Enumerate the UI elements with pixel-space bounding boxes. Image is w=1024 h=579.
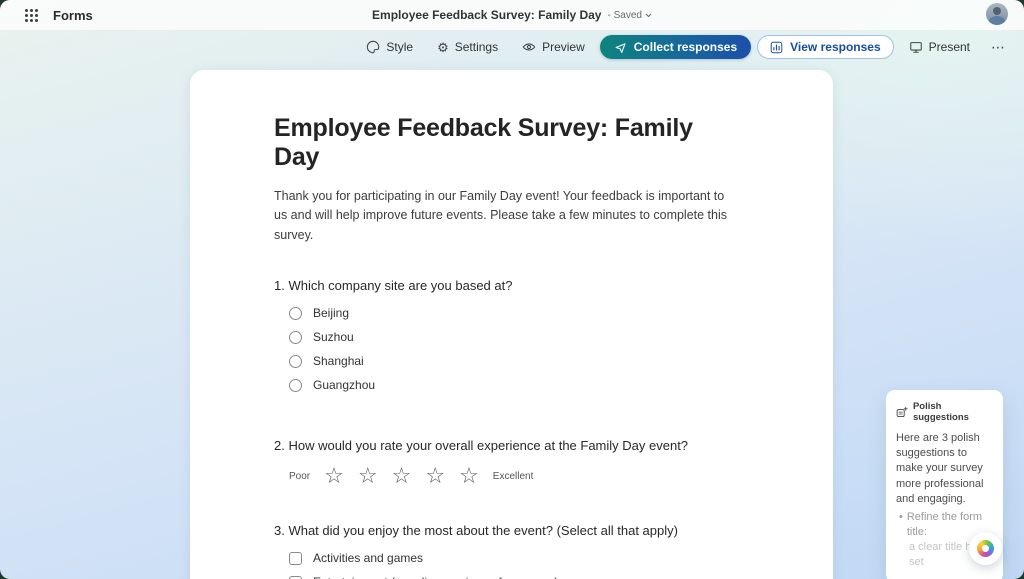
document-title-bar: Employee Feedback Survey: Family Day - S… <box>0 0 1024 30</box>
polish-suggestion-item: • Refine the form title: <box>896 510 993 540</box>
rating-high-label: Excellent <box>492 470 534 482</box>
radio-icon <box>289 330 302 344</box>
copilot-icon <box>977 540 994 557</box>
radio-icon <box>289 306 302 320</box>
polish-icon <box>896 406 908 417</box>
radio-icon <box>289 378 302 392</box>
copilot-button[interactable] <box>969 532 1002 565</box>
gear-icon: ⚙ <box>437 39 449 55</box>
view-responses-button[interactable]: View responses <box>757 35 894 59</box>
form-canvas: Employee Feedback Survey: Family Day Tha… <box>190 70 833 579</box>
radio-option[interactable]: Guangzhou <box>289 378 743 392</box>
more-options-button[interactable]: ⋯ <box>991 38 1006 55</box>
question-3[interactable]: 3. What did you enjoy the most about the… <box>274 523 743 579</box>
option-label: Shanghai <box>313 354 364 369</box>
polish-suggestions-title: Polish suggestions <box>912 401 969 423</box>
save-status-label: - Saved <box>607 9 642 21</box>
preview-button[interactable]: Preview <box>513 36 594 58</box>
question-2-label: 2. How would you rate your overall exper… <box>274 438 689 454</box>
option-label: Activities and games <box>313 551 424 566</box>
toolbar: Style ⚙ Settings Preview Collect respons… <box>357 34 1012 60</box>
app-launcher-waffle-icon[interactable] <box>25 8 38 22</box>
question-1[interactable]: 1. Which company site are you based at? … <box>274 278 743 392</box>
form-title[interactable]: Employee Feedback Survey: Family Day <box>274 114 693 171</box>
view-responses-label: View responses <box>790 40 881 54</box>
polish-suggestions-header: Polish suggestions <box>896 401 993 423</box>
question-1-label: 1. Which company site are you based at? <box>274 278 513 294</box>
star-icon[interactable]: ☆ <box>459 463 479 489</box>
checkbox-icon <box>289 551 302 565</box>
option-label: Suzhou <box>313 330 354 345</box>
option-label: Beijing <box>313 306 350 321</box>
eye-icon <box>522 43 536 51</box>
present-label: Present <box>928 40 970 54</box>
option-label: Guangzhou <box>313 378 376 393</box>
star-icon[interactable]: ☆ <box>357 463 378 489</box>
star-icon[interactable]: ☆ <box>391 463 412 489</box>
settings-button[interactable]: ⚙ Settings <box>428 36 507 58</box>
preview-label: Preview <box>542 40 585 54</box>
collect-responses-label: Collect responses <box>633 40 738 54</box>
top-app-bar: Forms Employee Feedback Survey: Family D… <box>0 0 1024 30</box>
avatar[interactable] <box>986 3 1008 25</box>
monitor-icon <box>909 42 922 53</box>
bullet-icon: • <box>899 510 903 523</box>
collect-responses-button[interactable]: Collect responses <box>599 35 752 59</box>
style-button[interactable]: Style <box>357 36 422 58</box>
form-description[interactable]: Thank you for participating in our Famil… <box>274 189 728 242</box>
radio-option[interactable]: Shanghai <box>289 354 743 368</box>
polish-suggestions-body: Here are 3 polish suggestions to make yo… <box>896 432 984 505</box>
settings-label: Settings <box>454 40 499 54</box>
document-title[interactable]: Employee Feedback Survey: Family Day <box>372 8 602 22</box>
radio-option[interactable]: Beijing <box>289 306 743 320</box>
bar-chart-icon <box>770 41 783 53</box>
style-label: Style <box>386 40 414 54</box>
checkbox-icon <box>289 575 302 579</box>
star-icon[interactable]: ☆ <box>324 463 344 489</box>
rating-low-label: Poor <box>289 470 311 482</box>
palette-icon <box>367 40 380 54</box>
radio-icon <box>289 354 302 368</box>
polish-suggestion-text: Refine the form title: <box>906 510 983 539</box>
option-label: Entertainment (e.g., live music, perform… <box>313 575 558 579</box>
checkbox-option[interactable]: Entertainment (e.g., live music, perform… <box>289 575 743 579</box>
star-rating: Poor ☆ ☆ ☆ ☆ ☆ Excellent <box>289 465 743 487</box>
checkbox-option[interactable]: Activities and games <box>289 551 743 565</box>
question-2[interactable]: 2. How would you rate your overall exper… <box>274 438 743 487</box>
star-icon[interactable]: ☆ <box>425 463 446 489</box>
question-3-label: 3. What did you enjoy the most about the… <box>274 523 678 539</box>
radio-option[interactable]: Suzhou <box>289 330 743 344</box>
forms-app-title: Forms <box>53 7 93 23</box>
present-button[interactable]: Present <box>900 36 979 58</box>
send-icon <box>615 42 626 53</box>
save-status[interactable]: - Saved <box>607 9 652 21</box>
chevron-down-icon <box>645 13 652 17</box>
